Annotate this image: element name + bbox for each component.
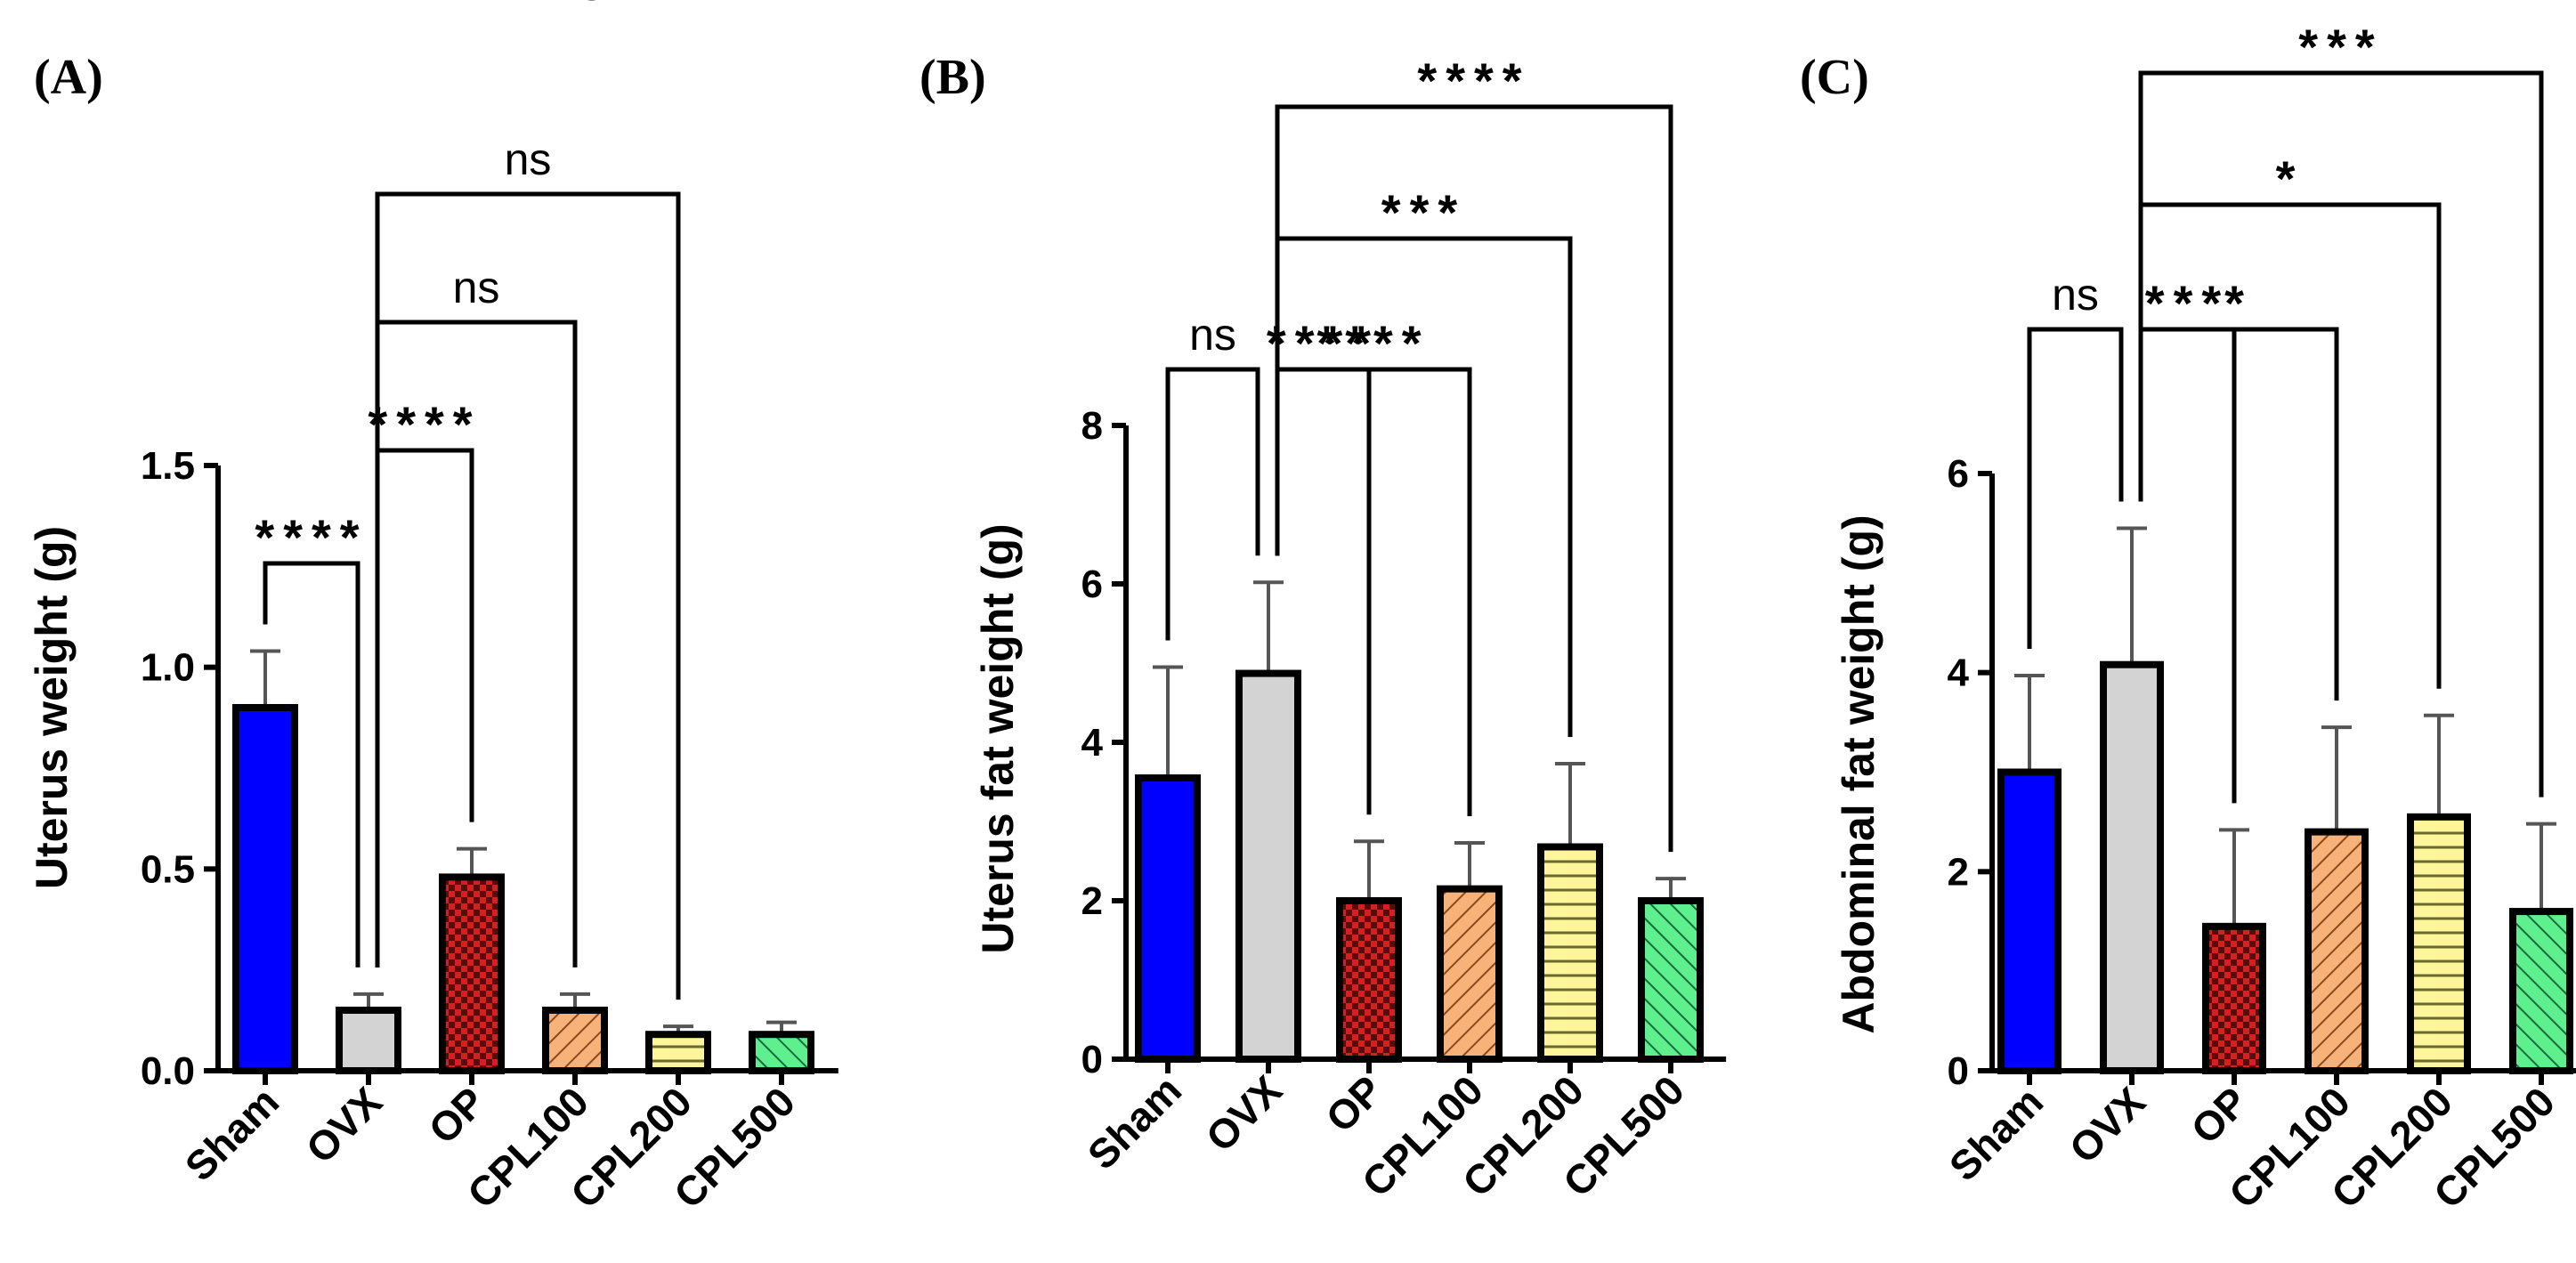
chart-panel-b: (B) Uterus fat weight (g) 0 2 4 6 8 Sham OVX OP…: [919, 50, 1727, 1205]
significance-bracket: [2138, 70, 2544, 797]
bar-cpl500: [2509, 908, 2573, 1074]
bar-op: [2202, 922, 2266, 1075]
y-axis-label: Uterus fat weight (g): [973, 523, 1023, 953]
significance-label: ns: [453, 263, 500, 312]
significance-bracket: [263, 561, 360, 967]
chart-panel-c: (C) Abdominal fat weight (g) 0 2 4 6 Sham OVX…: [1800, 19, 2576, 1217]
y-tick-label: 0: [1948, 1049, 1969, 1093]
y-tick-label: 6: [1081, 563, 1103, 606]
bar-cpl100: [1437, 885, 1503, 1064]
y-axis-label: Abdominal fat weight (g): [1834, 514, 1883, 1033]
significance-bracket: [2138, 327, 2339, 701]
y-tick-label: 0.5: [141, 847, 195, 891]
significance-label: ****: [255, 509, 368, 565]
bar-op: [1336, 897, 1402, 1063]
bar-ovx: [1235, 669, 1301, 1063]
x-tick-label: OVX: [2061, 1078, 2155, 1172]
significance-label: ****: [368, 396, 481, 452]
y-tick-label: 8: [1081, 404, 1103, 448]
significance-label: ***: [1381, 184, 1466, 240]
significance-label: ****: [1267, 315, 1380, 371]
bar-sham: [1135, 774, 1201, 1063]
bar-cpl200: [1537, 843, 1603, 1063]
y-tick-label: 4: [1081, 721, 1104, 765]
y-axis-label: Uterus weight (g): [27, 526, 77, 889]
bar-cpl100: [2305, 828, 2369, 1074]
significance-bracket: [2027, 327, 2124, 650]
bar-op: [439, 873, 505, 1075]
significance-bracket: [1275, 367, 1472, 817]
significance-label: ****: [1316, 315, 1430, 371]
significance-label: ****: [1417, 53, 1530, 109]
x-tick-label: OP: [2182, 1078, 2256, 1153]
significance-bracket: [1165, 367, 1260, 641]
x-tick-label: Sham: [1079, 1066, 1190, 1178]
significance-label: ns: [2052, 270, 2099, 320]
x-tick-label: OP: [1316, 1066, 1391, 1141]
significance-label: ns: [505, 134, 552, 184]
significance-bracket: [1275, 104, 1673, 853]
y-tick-label: 0: [1081, 1038, 1103, 1081]
panel-label: (B): [919, 50, 986, 105]
significance-label: ***: [2298, 19, 2383, 75]
significance-label: *: [2276, 150, 2305, 206]
panel-label: (C): [1800, 50, 1869, 105]
bar-cpl200: [645, 1031, 711, 1074]
bar-sham: [1997, 768, 2062, 1074]
y-tick-label: 2: [1081, 879, 1103, 923]
x-tick-label: Sham: [176, 1078, 288, 1189]
panel-label: (A): [34, 50, 103, 105]
bar-cpl200: [2407, 813, 2471, 1074]
x-tick-label: OP: [419, 1078, 494, 1153]
x-tick-label: Sham: [1940, 1078, 2052, 1189]
bar-cpl500: [749, 1031, 814, 1074]
bar-cpl100: [542, 1007, 608, 1074]
significance-label: *: [2224, 275, 2253, 331]
x-tick-label: OVX: [1197, 1066, 1292, 1161]
bar-ovx: [2100, 660, 2164, 1074]
y-tick-label: 1.0: [141, 646, 195, 690]
bar-ovx: [336, 1007, 401, 1074]
significance-bracket: [375, 191, 681, 1000]
y-tick-label: 0.0: [141, 1049, 195, 1093]
significance-label: ns: [556, 0, 603, 10]
y-tick-label: 2: [1948, 850, 1969, 894]
bar-cpl500: [1638, 897, 1704, 1063]
significance-label: ns: [1189, 310, 1236, 360]
x-tick-label: OVX: [297, 1078, 392, 1172]
y-tick-label: 1.5: [141, 444, 195, 488]
chart-panel-a: (A) Uterus weight (g) 0.0 0.5 1.0 1.5 Sham OV…: [27, 0, 838, 1217]
bar-sham: [232, 704, 298, 1074]
significance-label: ***: [2145, 275, 2230, 331]
significance-bracket: [1275, 236, 1573, 738]
y-tick-label: 4: [1948, 652, 1970, 695]
y-tick-label: 6: [1948, 452, 1969, 496]
